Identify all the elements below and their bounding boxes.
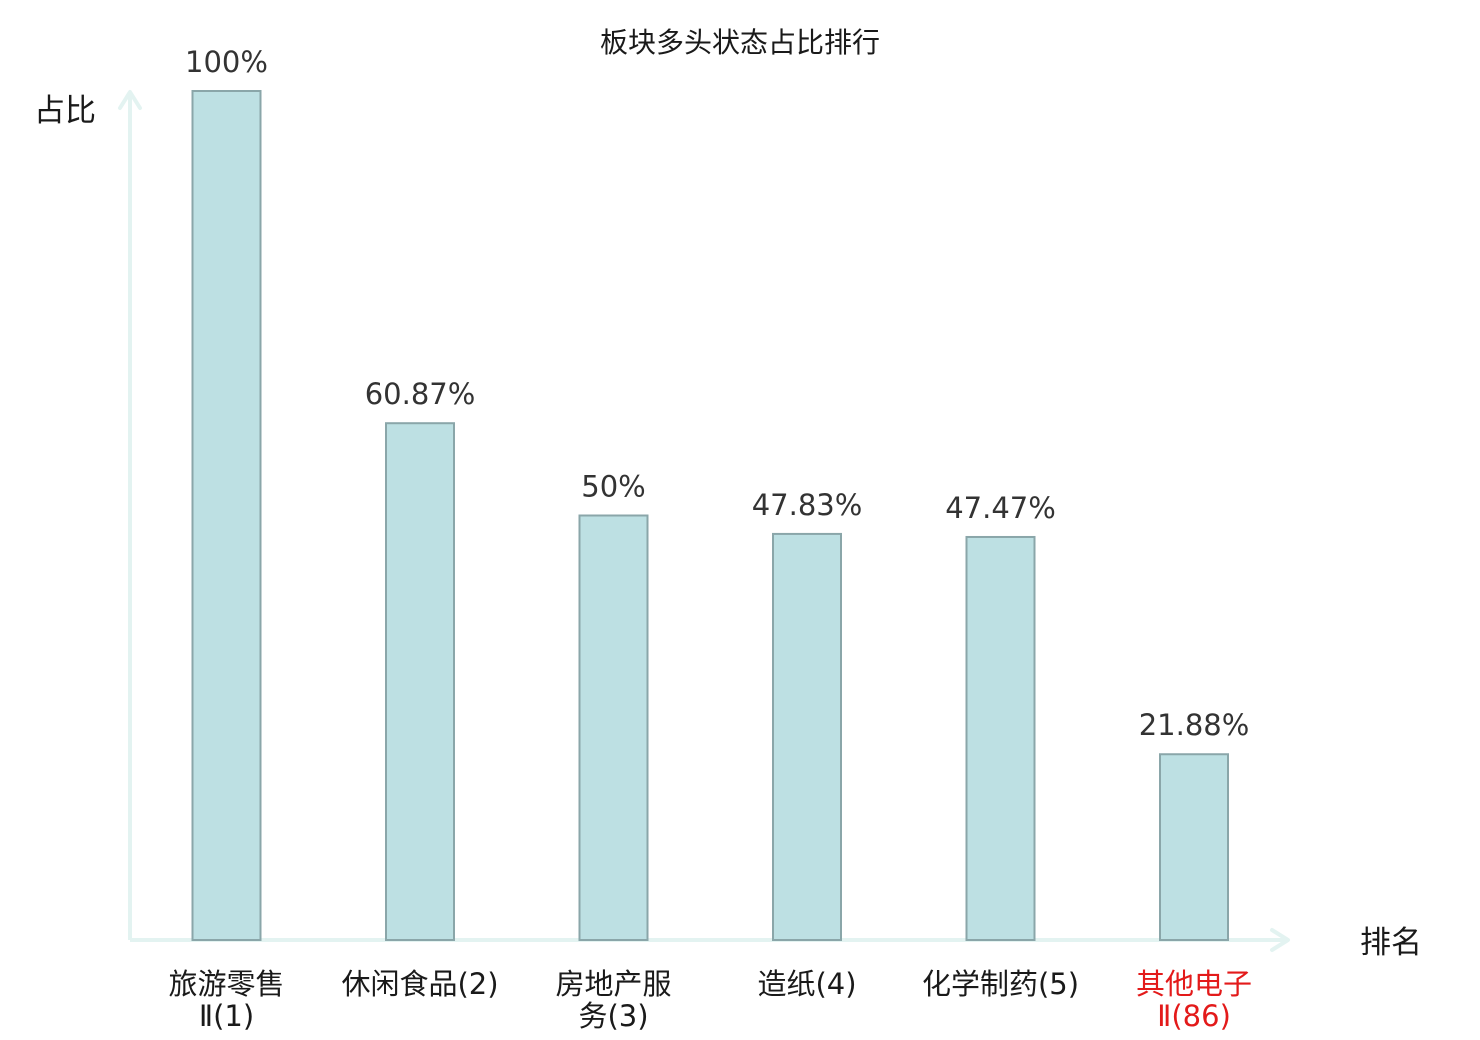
category-tick-label-line: Ⅱ(86) xyxy=(1157,999,1231,1033)
bar xyxy=(1159,753,1229,941)
category-tick-label-line: 房地产服 xyxy=(555,967,671,1001)
bar-value-label: 47.47% xyxy=(945,491,1056,525)
category-tick-label-line: 休闲食品(2) xyxy=(341,967,498,1001)
x-axis-label: 排名 xyxy=(1360,925,1422,961)
category-tick-label: 化学制药(5) xyxy=(922,967,1079,1001)
category-tick-label: 房地产服务(3) xyxy=(555,967,671,1033)
bar-value-label: 21.88% xyxy=(1139,708,1250,742)
chart-title: 板块多头状态占比排行 xyxy=(600,26,880,59)
y-axis-label: 占比 xyxy=(34,93,96,129)
category-tick-label-line: 其他电子 xyxy=(1136,967,1252,1001)
bar xyxy=(385,422,455,942)
x-axis-arrow xyxy=(1270,928,1290,952)
category-tick-label: 旅游零售 Ⅱ(1) xyxy=(168,967,284,1033)
bar-value-label: 100% xyxy=(185,45,268,79)
bar-value-label: 50% xyxy=(581,470,645,504)
bar xyxy=(191,90,262,941)
value-labels-group: 100% 60.87% 50% 47.83% 47.47% 21.88% xyxy=(185,45,1249,742)
bar-value-label: 47.83% xyxy=(752,488,863,522)
category-tick-label-line: 务(3) xyxy=(578,999,648,1033)
category-labels-group: 旅游零售 Ⅱ(1)休闲食品(2) 房地产服务(3)造纸(4) 化学制药(5) 其他电子 Ⅱ… xyxy=(168,967,1252,1033)
category-tick-label-line: 化学制药(5) xyxy=(922,967,1079,1001)
category-tick-label: 造纸(4) xyxy=(757,967,856,1001)
bar xyxy=(965,535,1036,941)
category-tick-label: 休闲食品(2) xyxy=(341,967,498,1001)
bar-value-label: 60.87% xyxy=(365,377,476,411)
category-tick-label-line: Ⅱ(1) xyxy=(199,999,254,1033)
category-tick-label: 其他电子 Ⅱ(86) xyxy=(1136,967,1252,1033)
y-axis-arrow xyxy=(118,90,142,110)
category-tick-label-line: 旅游零售 xyxy=(168,967,284,1001)
category-tick-label-line: 造纸(4) xyxy=(757,967,856,1001)
bar xyxy=(578,514,649,941)
bar xyxy=(772,532,842,941)
bars-group xyxy=(191,90,1229,942)
